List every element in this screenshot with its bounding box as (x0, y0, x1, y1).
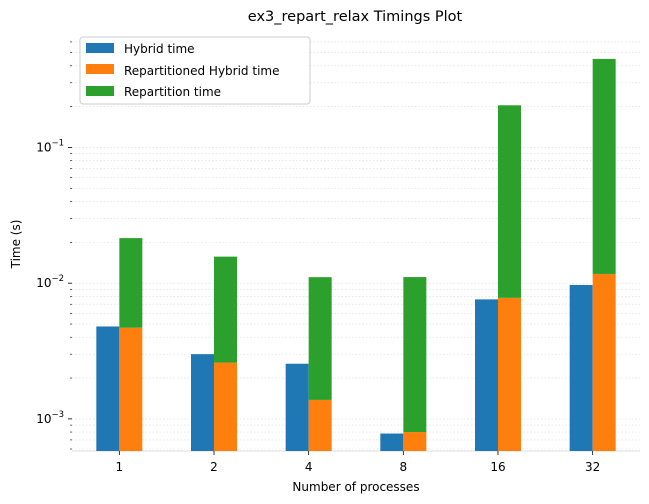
y-tick-label: 10−3 (36, 410, 64, 426)
x-tick-label: 16 (490, 460, 505, 474)
x-tick-label: 8 (400, 460, 408, 474)
bars-group (96, 58, 616, 451)
legend-frame (79, 36, 311, 105)
legend-swatch-hybrid (86, 43, 114, 53)
bar-repartitioned-hybrid-2 (214, 362, 237, 451)
bar-repartitioned-hybrid-16 (498, 297, 521, 451)
x-tick-label: 32 (585, 460, 600, 474)
bar-repartitioned-hybrid-32 (592, 273, 616, 451)
bar-hybrid-2 (191, 354, 214, 451)
bar-hybrid-1 (96, 326, 120, 451)
x-tick-label: 2 (210, 460, 218, 474)
bar-hybrid-8 (380, 433, 404, 451)
bar-repartitioned-hybrid-4 (308, 399, 332, 451)
bar-repartitioned-hybrid-1 (119, 327, 143, 451)
bar-repartition-8 (403, 277, 427, 433)
legend-swatch-repartitioned-hybrid (86, 64, 114, 74)
bar-hybrid-4 (285, 363, 309, 451)
y-ticks: 10−3 10−2 10−1 (36, 41, 72, 450)
y-tick-label: 10−1 (36, 139, 64, 155)
legend-swatch-repartition (86, 86, 114, 96)
bar-repartition-2 (214, 256, 237, 363)
legend: Hybrid time Repartitioned Hybrid time Re… (79, 36, 311, 105)
grid-lines (72, 41, 640, 450)
x-tick-label: 4 (305, 460, 313, 474)
bar-repartition-1 (119, 238, 143, 328)
x-tick-label: 1 (116, 460, 124, 474)
y-axis-label: Time (s) (9, 220, 23, 270)
legend-label-repartitioned-hybrid: Repartitioned Hybrid time (124, 64, 279, 78)
bar-repartition-32 (592, 58, 616, 274)
legend-label-hybrid: Hybrid time (124, 42, 195, 56)
bar-hybrid-32 (569, 285, 593, 451)
x-ticks: 1 2 4 8 16 32 (116, 451, 600, 474)
x-axis-label: Number of processes (292, 480, 419, 494)
y-tick-label: 10−2 (36, 274, 64, 290)
bar-repartition-16 (498, 105, 521, 298)
bar-hybrid-16 (475, 299, 498, 451)
bar-repartitioned-hybrid-8 (403, 432, 427, 451)
legend-label-repartition: Repartition time (124, 85, 221, 99)
chart-title: ex3_repart_relax Timings Plot (248, 9, 463, 25)
bar-repartition-4 (308, 277, 332, 400)
